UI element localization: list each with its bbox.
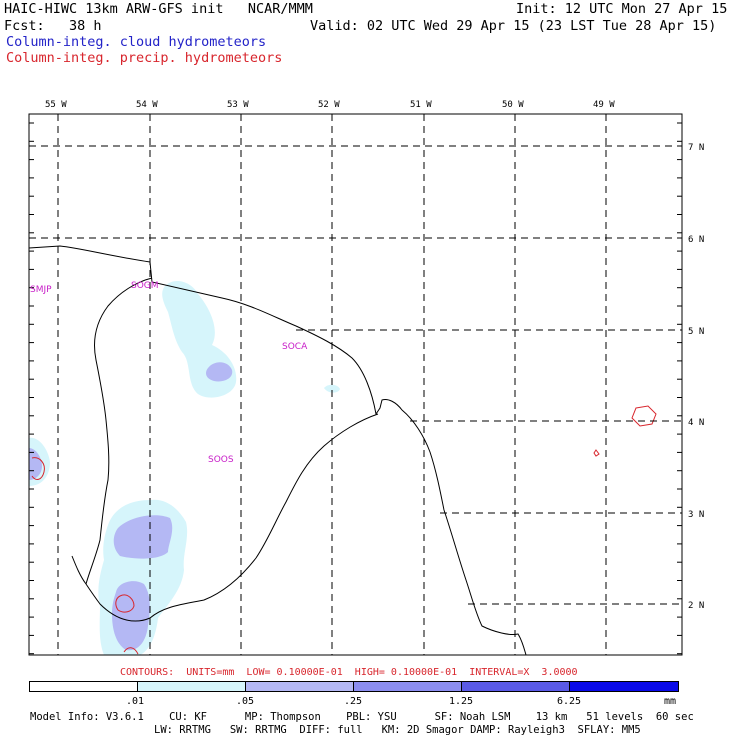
colorbar-label: 1.25 <box>449 696 474 707</box>
border-fguiana-brazil <box>71 413 379 622</box>
forecast-hour: Fcst: 38 h <box>4 18 102 34</box>
lon-label: 54 W <box>136 100 158 110</box>
station-soos: SOOS <box>208 455 234 465</box>
lon-label: 53 W <box>227 100 249 110</box>
lat-label: 3 N <box>688 510 704 520</box>
lat-label: 6 N <box>688 235 704 245</box>
lon-label: 55 W <box>45 100 67 110</box>
colorbar-bin <box>245 681 354 692</box>
precip-contour-south-edge <box>123 647 139 655</box>
coastline <box>29 245 527 655</box>
map-title: HAIC-HIWC 13km ARW-GFS init NCAR/MMM <box>4 1 313 17</box>
precip-contour-west <box>31 457 45 480</box>
station-sogm: SOGM <box>131 281 159 291</box>
map-frame <box>28 113 683 656</box>
precip-contour-south <box>115 594 135 613</box>
lat-label: 7 N <box>688 143 704 153</box>
cloud-shade-north-core <box>206 362 233 382</box>
station-labels: SMJP SOGM SOCA SOOS <box>30 281 308 465</box>
lon-label: 50 W <box>502 100 524 110</box>
lon-label: 51 W <box>410 100 432 110</box>
valid-time: Valid: 02 UTC Wed 29 Apr 15 (23 LST Tue … <box>310 18 717 34</box>
lat-label: 2 N <box>688 601 704 611</box>
model-info-line2: LW: RRTMG SW: RRTMG DIFF: full KM: 2D Sm… <box>154 724 641 736</box>
hydrometeor-shading <box>29 280 340 655</box>
lat-label: 5 N <box>688 327 704 337</box>
lat-label: 4 N <box>688 418 704 428</box>
model-info-line1: Model Info: V3.6.1 CU: KF MP: Thompson P… <box>30 711 694 723</box>
colorbar-bin <box>29 681 138 692</box>
station-soca: SOCA <box>282 342 308 352</box>
precip-contour-east <box>631 405 657 427</box>
cloud-field-label: Column-integ. cloud hydrometeors <box>6 34 267 50</box>
cloud-shade-small <box>324 384 340 393</box>
precip-contours <box>31 405 657 655</box>
colorbar-label: .01 <box>126 696 145 707</box>
cloud-shade-south-core2 <box>112 581 150 651</box>
lon-label: 49 W <box>593 100 615 110</box>
axis-ticks <box>29 122 682 655</box>
station-smjp: SMJP <box>30 285 52 295</box>
colorbar-label: .25 <box>344 696 363 707</box>
colorbar-bin <box>353 681 462 692</box>
colorbar-bin <box>461 681 570 692</box>
cloud-shade-south-core1 <box>113 515 173 559</box>
lon-label: 52 W <box>318 100 340 110</box>
precip-field-label: Column-integ. precip. hydrometeors <box>6 50 283 66</box>
contour-info: CONTOURS: UNITS=mm LOW= 0.10000E-01 HIGH… <box>120 667 578 678</box>
precip-contour-east-small <box>593 449 600 457</box>
cloud-shade-west-core <box>29 448 42 480</box>
coastlines-borders <box>29 245 527 655</box>
colorbar-label: .05 <box>236 696 255 707</box>
init-time: Init: 12 UTC Mon 27 Apr 15 <box>516 1 728 17</box>
colorbar-units: mm <box>664 696 677 707</box>
border-suriname-fguiana <box>85 277 153 585</box>
colorbar-label: 6.25 <box>557 696 582 707</box>
colorbar-bin <box>137 681 246 692</box>
lat-lon-grid <box>29 114 682 655</box>
axis-labels: 55 W 54 W 53 W 52 W 51 W 50 W 49 W 7 N 6… <box>45 100 704 611</box>
colorbar-bin <box>569 681 679 692</box>
